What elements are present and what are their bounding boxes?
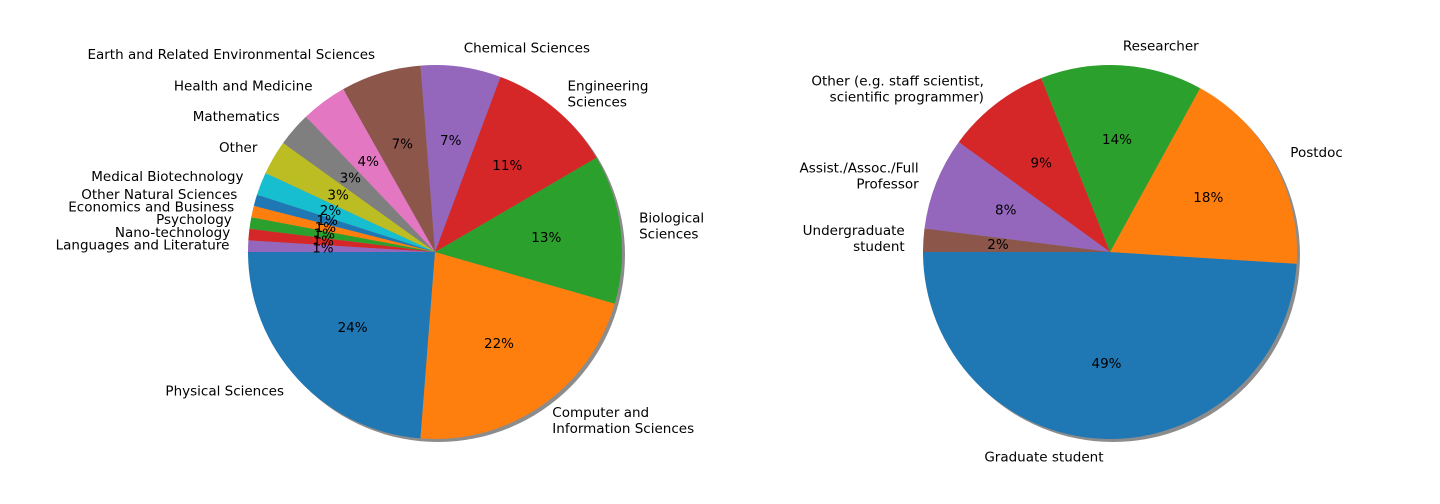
pie-slice-8	[283, 116, 435, 252]
pie-slice-10	[256, 173, 435, 252]
slice-category-label: Computer and Information Sciences	[552, 405, 694, 437]
pie-slice-4	[435, 76, 597, 252]
slice-percent-label: 49%	[1091, 356, 1121, 372]
slice-category-label: Mathematics	[193, 109, 280, 125]
slice-category-label: Psychology	[156, 212, 232, 228]
slice-category-label: Health and Medicine	[174, 79, 313, 95]
slice-percent-label: 3%	[327, 187, 349, 203]
slice-percent-label: 3%	[340, 170, 362, 186]
pie-chart-2: 49% Graduate student 18% Postdoc 14% Research…	[800, 39, 1343, 466]
pie-slice-1	[248, 252, 435, 439]
pie-slice-7	[305, 89, 435, 252]
slice-percent-label: 9%	[1030, 155, 1052, 171]
pie-slice-5	[924, 142, 1110, 252]
pie-slice-4	[958, 78, 1110, 252]
slice-category-label: Other (e.g. staff scientist, scientific p…	[811, 74, 984, 106]
slice-category-label: Languages and Literature	[56, 238, 230, 254]
slice-category-label: Biological Sciences	[639, 211, 704, 243]
slice-category-label: Graduate student	[984, 450, 1103, 466]
slice-category-label: Postdoc	[1290, 145, 1343, 161]
slice-percent-label: 11%	[492, 158, 522, 174]
pie-slice-6	[922, 228, 1110, 252]
pie-slice-9	[265, 143, 435, 252]
pie-slice-12	[251, 205, 435, 252]
slice-percent-label: 22%	[484, 336, 514, 352]
slice-percent-label: 7%	[440, 133, 462, 149]
slice-category-label: Other Natural Sciences	[81, 187, 237, 203]
slice-category-label: Researcher	[1123, 39, 1199, 55]
slice-category-label: Undergraduate student	[803, 223, 905, 255]
slice-percent-label: 1%	[312, 241, 334, 257]
pie-slice-13	[249, 217, 435, 252]
slice-percent-label: 1%	[313, 227, 335, 243]
slice-percent-label: 4%	[357, 154, 379, 170]
pie-slice-3	[1041, 64, 1201, 253]
pie-slice-5	[420, 65, 501, 252]
pie-slice-2	[420, 252, 615, 439]
slice-percent-label: 1%	[316, 213, 338, 229]
slice-percent-label: 7%	[392, 137, 414, 153]
pie-chart-1: 24% Physical Sciences 22% Computer and Infor…	[56, 40, 704, 442]
pie-slice-11	[253, 194, 435, 252]
slice-percent-label: 13%	[531, 230, 561, 246]
slice-percent-label: 14%	[1102, 132, 1132, 148]
pie-slice-1	[923, 252, 1297, 439]
slice-category-label: Nano-technology	[115, 225, 230, 241]
pie-slice-15	[248, 240, 435, 252]
slice-percent-label: 1%	[313, 234, 335, 250]
pie-slice-14	[248, 228, 435, 252]
slice-category-label: Engineering Sciences	[568, 79, 649, 111]
slice-percent-label: 1%	[315, 220, 337, 236]
slice-category-label: Other	[219, 140, 258, 156]
slice-category-label: Economics and Business	[68, 200, 234, 216]
slice-percent-label: 2%	[987, 237, 1009, 253]
slice-percent-label: 2%	[320, 203, 342, 219]
slice-category-label: Earth and Related Environmental Sciences	[87, 47, 375, 63]
pie-slice-6	[343, 65, 435, 252]
slice-category-label: Medical Biotechnology	[91, 169, 243, 185]
pie-slice-2	[1110, 88, 1297, 264]
slice-percent-label: 18%	[1193, 190, 1223, 206]
slice-percent-label: 8%	[995, 203, 1017, 219]
slice-category-label: Assist./Assoc./Full Professor	[800, 160, 920, 192]
slice-category-label: Chemical Sciences	[464, 40, 590, 56]
slice-percent-label: 24%	[338, 320, 368, 336]
slice-category-label: Physical Sciences	[165, 384, 284, 400]
pie-slice-3	[435, 157, 623, 304]
